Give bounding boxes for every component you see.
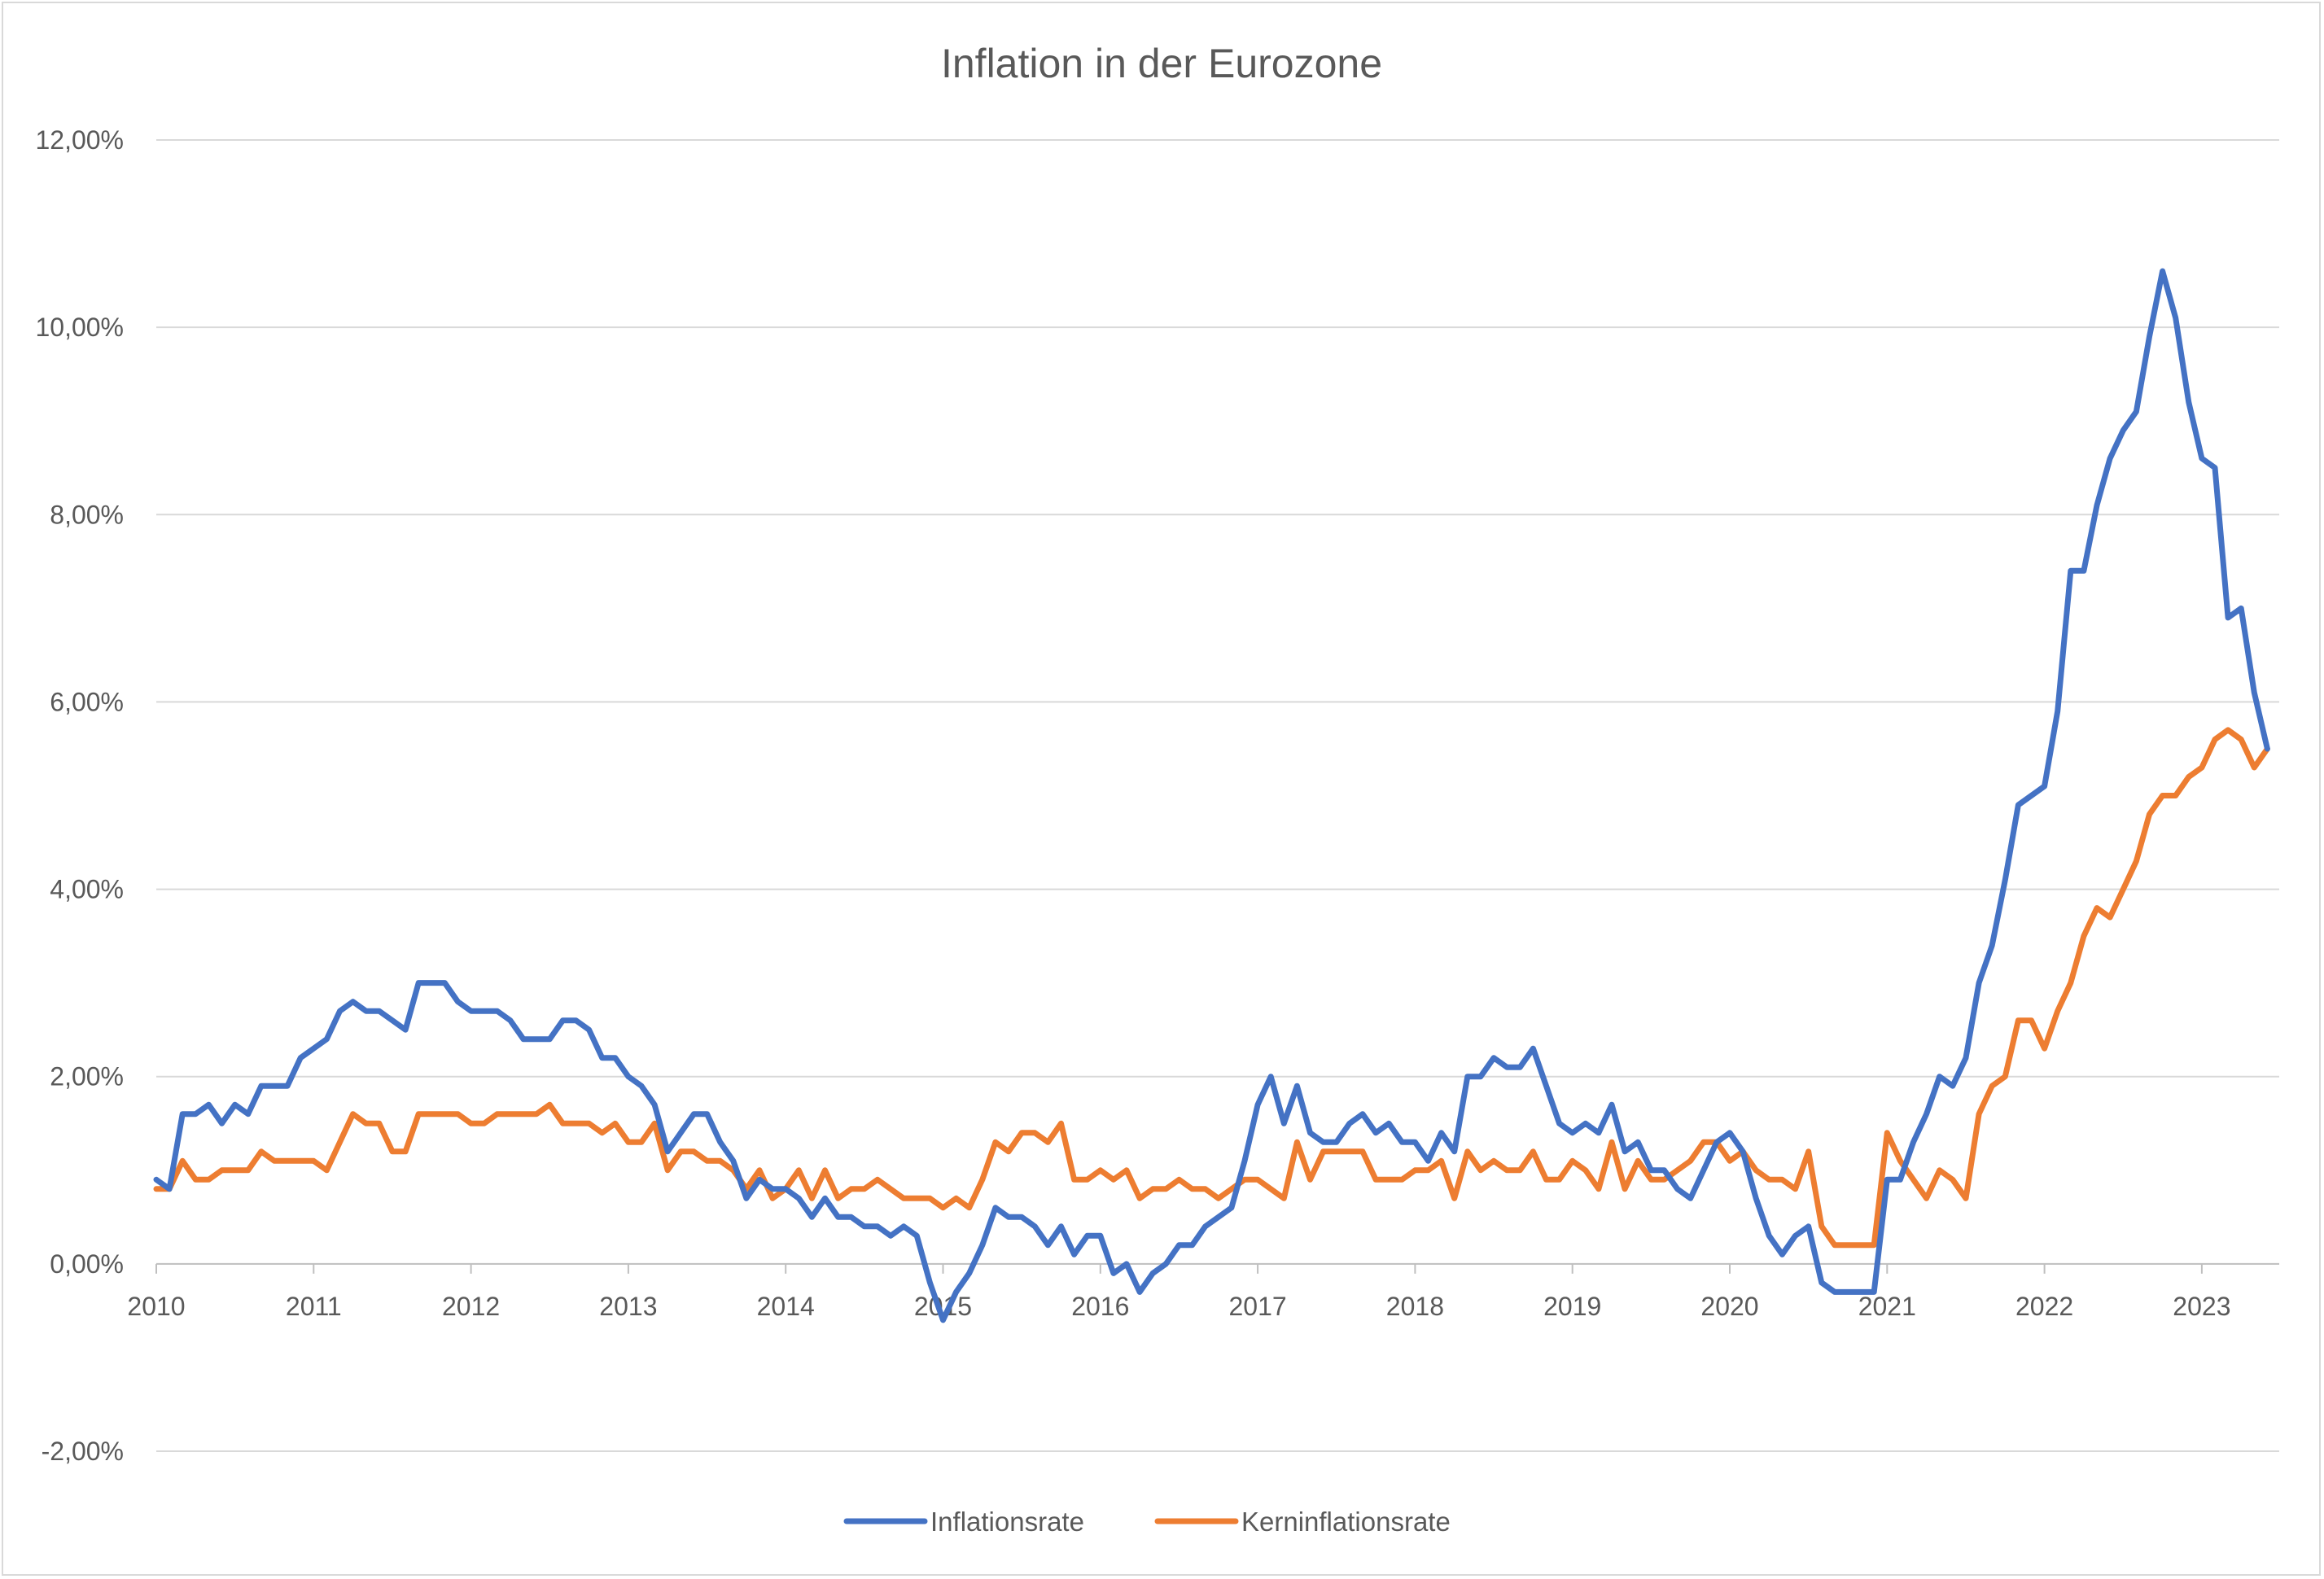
x-tick-label: 2013 bbox=[599, 1292, 657, 1321]
x-axis: 2010 2011 2012 2013 2014 2015 2016 2017 2018 2019… bbox=[127, 1262, 2279, 1321]
x-tick-label: 2023 bbox=[2173, 1292, 2230, 1321]
y-tick-label: 6,00% bbox=[50, 687, 124, 716]
x-tick-label: 2022 bbox=[2015, 1292, 2073, 1321]
x-tick-label: 2014 bbox=[757, 1292, 815, 1321]
x-tick-label: 2016 bbox=[1071, 1292, 1129, 1321]
x-tick-label: 2011 bbox=[286, 1292, 342, 1321]
x-tick-label: 2010 bbox=[127, 1292, 185, 1321]
x-tick-label: 2017 bbox=[1229, 1292, 1287, 1321]
y-tick-label: -2,00% bbox=[42, 1437, 124, 1466]
y-tick-label: 10,00% bbox=[35, 313, 124, 342]
chart-title: Inflation in der Eurozone bbox=[941, 41, 1382, 86]
y-tick-label: 2,00% bbox=[50, 1062, 124, 1091]
legend-label: Kerninflationsrate bbox=[1241, 1507, 1451, 1537]
legend: Inflationsrate Kerninflationsrate bbox=[843, 1507, 1451, 1537]
y-axis-tick-labels: -2,00% 0,00% 2,00% 4,00% 6,00% 8,00% 10,00% 12,… bbox=[35, 125, 124, 1466]
x-tick-label: 2020 bbox=[1700, 1292, 1758, 1321]
legend-label: Inflationsrate bbox=[930, 1507, 1084, 1537]
x-tick-label: 2012 bbox=[442, 1292, 500, 1321]
y-tick-label: 0,00% bbox=[50, 1249, 124, 1279]
y-tick-label: 8,00% bbox=[50, 500, 124, 529]
x-tick-label: 2018 bbox=[1386, 1292, 1444, 1321]
x-tick-label: 2021 bbox=[1858, 1292, 1916, 1321]
y-tick-label: 4,00% bbox=[50, 875, 124, 904]
series-line-inflationsrate bbox=[153, 268, 2270, 1323]
series-line-kerninflationsrate bbox=[153, 727, 2270, 1249]
series-lines bbox=[153, 268, 2270, 1323]
y-tick-label: 12,00% bbox=[35, 125, 124, 155]
gridlines bbox=[156, 139, 2279, 1452]
x-tick-label: 2019 bbox=[1543, 1292, 1601, 1321]
